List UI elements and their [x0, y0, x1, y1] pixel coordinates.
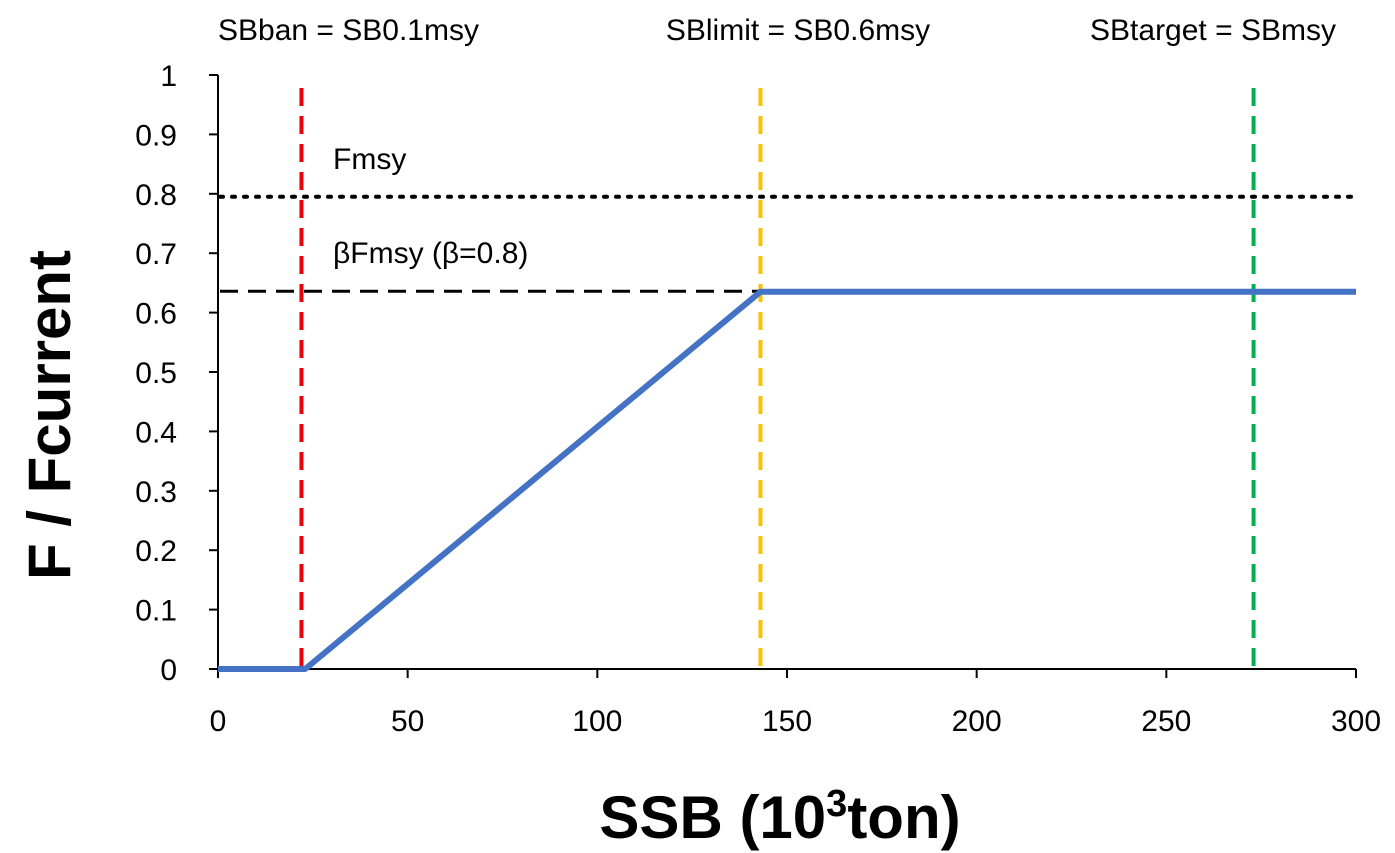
x-tick-label: 100 [572, 705, 622, 738]
x-axis-label-superscript: 3 [826, 783, 847, 825]
harvest-control-rule-line [218, 288, 1356, 672]
y-tick-label: 0.8 [135, 179, 177, 212]
y-tick-label: 0.2 [135, 535, 177, 568]
y-tick-label: 0.7 [135, 238, 177, 271]
vertical-reference-lines [299, 88, 1256, 669]
vertical-ref-label: SBlimit = SB0.6msy [666, 14, 930, 47]
y-tick-label: 0.5 [135, 357, 177, 390]
x-tick-label: 250 [1141, 705, 1191, 738]
x-tick-label: 50 [391, 705, 424, 738]
y-ticks: 0 0.1 0.2 0.3 0.4 0.5 0.6 0.7 0.8 0.9 1 [135, 60, 218, 687]
y-tick-label: 0.4 [135, 416, 177, 449]
y-axis-label: F / Fcurrent [16, 250, 83, 580]
y-tick-label: 0.9 [135, 119, 177, 152]
horizontal-ref-label: βFmsy (β=0.8) [333, 237, 528, 270]
x-ticks: 0 50 100 150 200 250 300 [210, 669, 1381, 738]
horizontal-line-labels: Fmsy βFmsy (β=0.8) [333, 143, 528, 270]
y-tick-label: 0.6 [135, 298, 177, 331]
x-tick-label: 200 [952, 705, 1002, 738]
x-tick-label: 150 [762, 705, 812, 738]
x-tick-label: 0 [210, 705, 227, 738]
vertical-ref-label: SBtarget = SBmsy [1090, 14, 1336, 47]
y-tick-label: 0 [160, 654, 177, 687]
horizontal-ref-label: Fmsy [333, 143, 406, 176]
vertical-ref-label: SBban = SB0.1msy [218, 14, 479, 47]
y-tick-label: 0.3 [135, 476, 177, 509]
y-tick-label: 1 [160, 60, 177, 93]
series-group [218, 288, 1356, 672]
vertical-line-labels: SBban = SB0.1msy SBlimit = SB0.6msy SBtarg… [218, 14, 1336, 47]
y-tick-label: 0.1 [135, 595, 177, 628]
x-axis-label: SSB (103ton) [599, 783, 960, 851]
x-tick-label: 300 [1331, 705, 1381, 738]
